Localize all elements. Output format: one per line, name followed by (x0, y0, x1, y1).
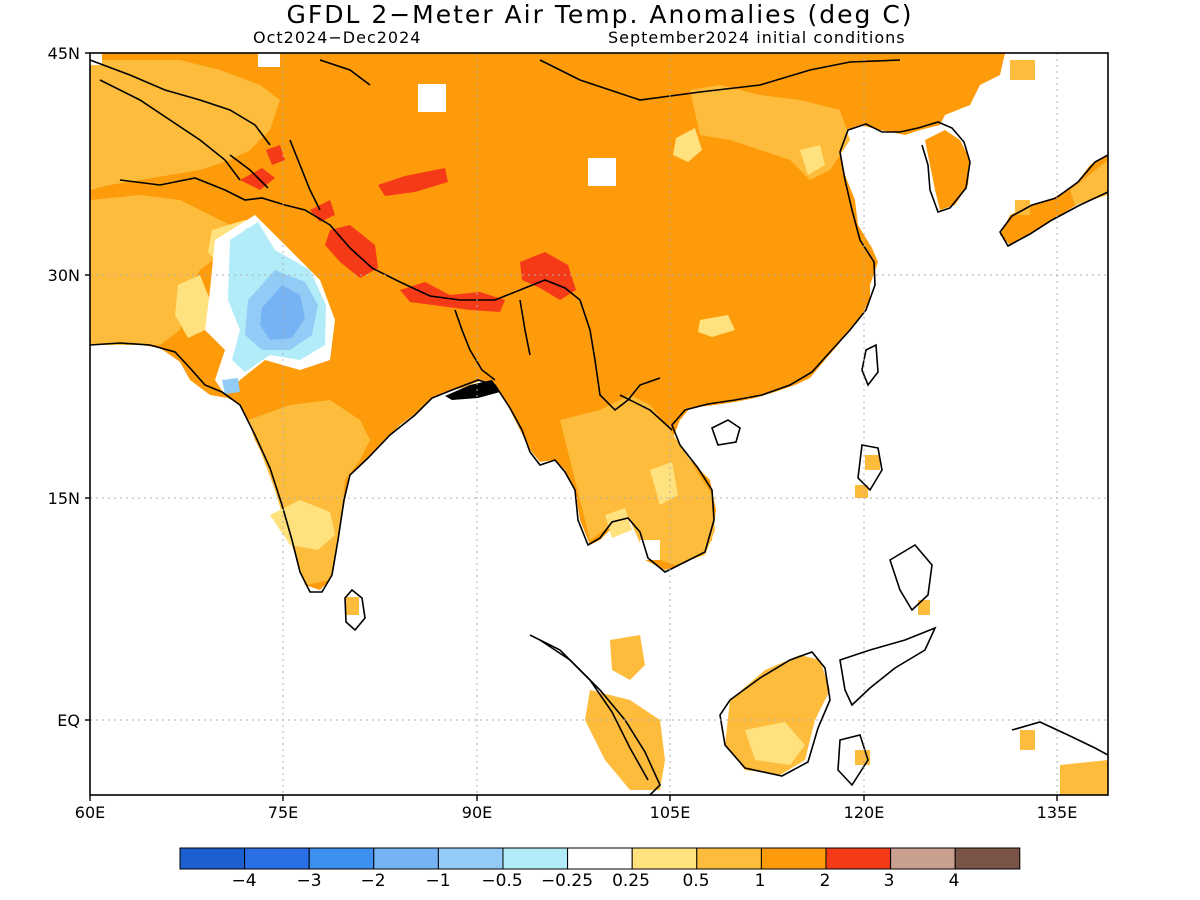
masked-cells (90, 53, 660, 560)
delta-coast (445, 380, 500, 400)
lon-label-90e: 90E (461, 803, 493, 822)
colorbar-label: −2 (360, 871, 386, 891)
lon-label-105e: 105E (649, 803, 691, 822)
colorbar-swatch (954, 847, 1021, 870)
colorbar-swatch (825, 847, 892, 870)
lat-label-eq: EQ (57, 711, 80, 730)
colorbar-swatch (760, 847, 827, 870)
colorbar-label: 0.25 (612, 871, 650, 891)
colorbar (179, 847, 1021, 870)
colorbar-swatch (502, 847, 569, 870)
axis-ticks (85, 52, 1058, 801)
lon-label-75e: 75E (267, 803, 299, 822)
coastlines (90, 59, 1108, 795)
colorbar-swatch (308, 847, 375, 870)
colorbar-swatch (631, 847, 698, 870)
colorbar-label: −0.25 (540, 871, 594, 891)
lon-label-60e: 60E (74, 803, 106, 822)
colorbar-label: 2 (819, 871, 831, 891)
forecast-period: Oct2024−Dec2024 (253, 28, 422, 47)
colorbar-label: 4 (948, 871, 960, 891)
colorbar-label: 3 (883, 871, 895, 891)
land-korea (925, 130, 970, 210)
initial-conditions-label: September2024 initial conditions (608, 28, 906, 47)
colorbar-swatch (567, 847, 633, 870)
colorbar-label: 1 (754, 871, 766, 891)
colorbar-swatch (437, 847, 504, 870)
map-title: GFDL 2−Meter Air Temp. Anomalies (deg C) (286, 0, 914, 29)
map-frame (89, 52, 1109, 796)
map-field (90, 53, 1108, 795)
lat-label-30n: 30N (47, 266, 80, 285)
graticule (90, 53, 1108, 795)
colorbar-label: −1 (425, 871, 451, 891)
colorbar-label: −3 (296, 871, 322, 891)
colorbar-label: −4 (231, 871, 257, 891)
colorbar-label: 0.5 (682, 871, 710, 891)
cold-anomaly (205, 215, 335, 395)
colorbar-swatch (696, 847, 762, 870)
colorbar-swatch (244, 847, 310, 870)
colorbar-label: −0.5 (481, 871, 523, 891)
lon-label-135e: 135E (1036, 803, 1078, 822)
lat-label-15n: 15N (47, 489, 80, 508)
colorbar-swatch (179, 847, 246, 870)
lat-label-45n: 45N (47, 44, 80, 63)
lon-label-120e: 120E (843, 803, 885, 822)
colorbar-swatch (373, 847, 439, 870)
colorbar-swatch (890, 847, 956, 870)
